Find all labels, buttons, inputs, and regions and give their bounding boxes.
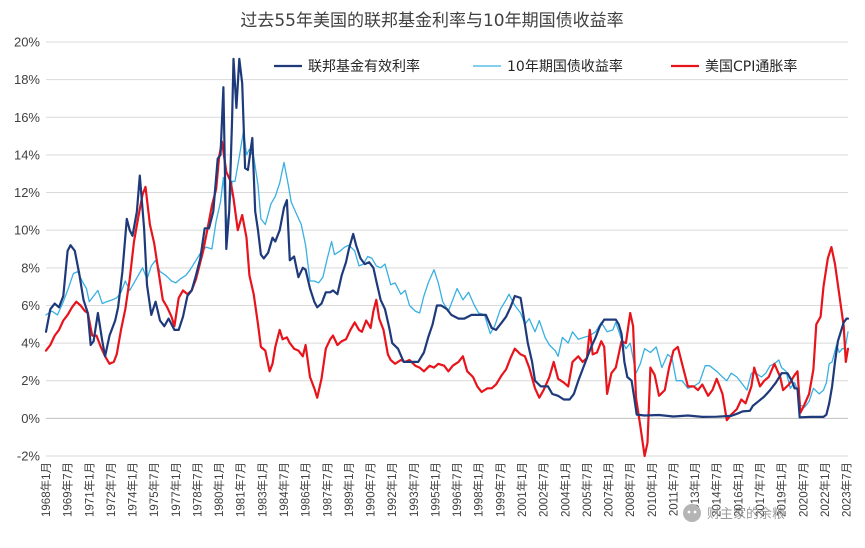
x-tick-label: 1975年7月 [147, 462, 161, 517]
x-tick-label: 1993年7月 [407, 462, 421, 517]
y-tick-label: 4% [21, 336, 40, 351]
legend-label: 10年期国债收益率 [507, 58, 623, 75]
x-tick-label: 2014年7月 [710, 462, 724, 517]
y-axis: -2% 0% 2% 4% 6% 8% 10% 12% 14% 16% 18% 20% [14, 35, 40, 464]
x-tick-label: 1996年7月 [450, 462, 464, 517]
y-tick-label: -2% [17, 449, 41, 464]
series-line-3 [44, 140, 850, 458]
x-tick-label: 1968年1月 [39, 462, 53, 517]
watermark-text: 财主家的余粮 [707, 506, 785, 522]
x-tick-label: 1989年1月 [342, 462, 356, 517]
x-tick-label: 2005年7月 [580, 462, 594, 517]
x-tick-label: 2001年1月 [515, 462, 529, 517]
x-tick-label: 2008年7月 [623, 462, 637, 517]
gridlines [46, 41, 848, 457]
plot-area [44, 57, 850, 458]
y-tick-label: 8% [21, 260, 40, 275]
x-tick-label: 1981年7月 [234, 462, 248, 517]
wechat-icon [683, 504, 701, 522]
series-line-1 [44, 57, 850, 419]
x-tick-label: 1978年7月 [190, 462, 204, 517]
x-tick-label: 1972年7月 [104, 462, 118, 517]
y-tick-label: 16% [14, 110, 40, 125]
x-tick-label: 1969年7月 [61, 462, 75, 517]
x-tick-label: 1987年7月 [320, 462, 334, 517]
y-tick-label: 2% [21, 373, 40, 388]
x-tick-label: 1999年7月 [493, 462, 507, 517]
y-tick-label: 18% [14, 72, 40, 87]
x-tick-label: 2022年1月 [818, 462, 832, 517]
x-tick-label: 1977年1月 [169, 462, 183, 517]
y-tick-label: 10% [14, 223, 40, 238]
y-tick-label: 14% [14, 147, 40, 162]
x-tick-label: 1980年1月 [212, 462, 226, 517]
x-tick-label: 1990年7月 [364, 462, 378, 517]
x-tick-label: 2004年1月 [558, 462, 572, 517]
watermark: 财主家的余粮 [683, 504, 785, 522]
x-tick-label: 2020年7月 [796, 462, 810, 517]
x-tick-label: 1971年1月 [82, 462, 96, 517]
y-tick-label: 6% [21, 298, 40, 313]
x-tick-label: 1992年1月 [385, 462, 399, 517]
x-tick-label: 1986年1月 [299, 462, 313, 517]
x-tick-label: 1998年1月 [472, 462, 486, 517]
x-tick-label: 2023年7月 [840, 462, 854, 517]
y-tick-label: 0% [21, 411, 40, 426]
x-tick-label: 2013年1月 [688, 462, 702, 517]
x-tick-label: 2007年1月 [602, 462, 616, 517]
x-tick-label: 1984年7月 [277, 462, 291, 517]
legend-label: 美国CPI通胀率 [705, 58, 797, 75]
x-axis: 1968年1月 1969年7月 1971年1月 1972年7月 1974年1月 1975年… [39, 462, 854, 517]
series-line-2 [45, 129, 849, 408]
legend-label: 联邦基金有效利率 [308, 58, 420, 75]
x-tick-label: 1995年1月 [428, 462, 442, 517]
y-tick-label: 12% [14, 185, 40, 200]
x-tick-label: 2002年7月 [537, 462, 551, 517]
x-tick-label: 1983年1月 [255, 462, 269, 517]
y-tick-label: 20% [14, 35, 40, 50]
legend: 联邦基金有效利率 10年期国债收益率 美国CPI通胀率 [274, 58, 797, 75]
x-tick-label: 2010年1月 [645, 462, 659, 517]
x-tick-label: 2017年7月 [753, 462, 767, 517]
x-tick-label: 1974年1月 [126, 462, 140, 517]
x-tick-label: 2011年7月 [666, 462, 680, 516]
chart-title: 过去55年美国的联邦基金利率与10年期国债收益率 [240, 11, 623, 31]
x-tick-label: 2016年1月 [731, 462, 745, 517]
x-tick-label: 2019年1月 [775, 462, 789, 517]
